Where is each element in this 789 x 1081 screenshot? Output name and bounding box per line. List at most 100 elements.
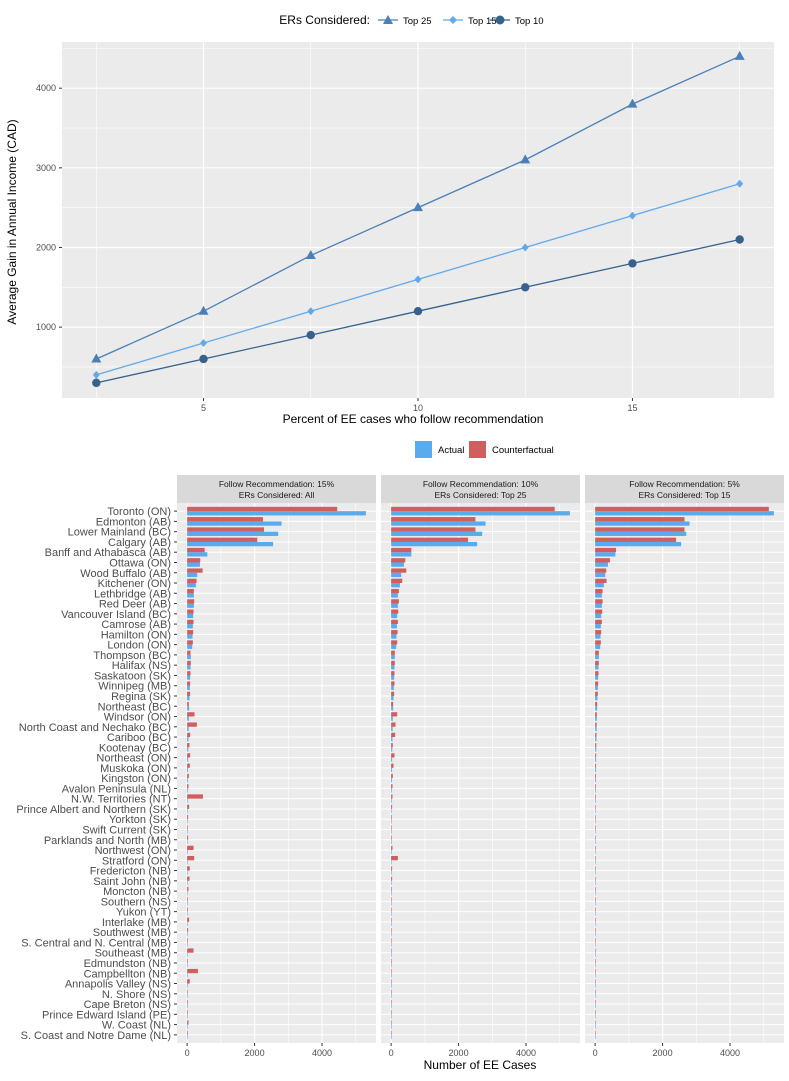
bar-counterfactual (391, 845, 393, 851)
bar-actual (391, 634, 397, 639)
bar-counterfactual (187, 599, 195, 604)
bar-counterfactual (391, 989, 392, 994)
bar-actual (391, 962, 392, 968)
bar-counterfactual (391, 527, 476, 532)
data-point (306, 330, 315, 340)
bar-actual (595, 891, 596, 896)
bar-counterfactual (187, 660, 191, 666)
bar-counterfactual (187, 845, 194, 851)
bar-actual (391, 870, 392, 875)
bar-counterfactual (187, 527, 265, 532)
category-label: Prince Albert and Northern (SK) (16, 804, 171, 816)
bar-counterfactual (187, 588, 194, 594)
bar-x-tick-label: 2000 (653, 1048, 673, 1058)
bar-counterfactual (391, 691, 395, 696)
bar-counterfactual (391, 558, 406, 563)
bar-counterfactual (187, 855, 195, 861)
bar-actual (391, 654, 395, 660)
bar-actual (595, 541, 682, 547)
series-top-15 (92, 179, 744, 379)
facet-strip-1-line2: ERs Considered: All (239, 490, 315, 500)
bar-counterfactual (595, 588, 603, 594)
bar-panel-bg (585, 503, 784, 1043)
bar-actual (595, 511, 774, 516)
bar-counterfactual (391, 897, 392, 902)
bar-counterfactual (187, 835, 189, 840)
category-label: Regina (SK) (111, 691, 171, 703)
bar-counterfactual (595, 681, 599, 686)
bar-x-tick-label: 4000 (312, 1048, 332, 1058)
bar-counterfactual (187, 773, 189, 779)
bar-counterfactual (187, 506, 338, 512)
bar-actual (391, 685, 394, 691)
bar-actual (391, 921, 392, 927)
bar-counterfactual (391, 773, 393, 779)
bar-actual (595, 695, 598, 701)
bar-actual (595, 983, 596, 988)
series-top-25 (91, 50, 745, 363)
bar-actual (187, 778, 188, 783)
bar-counterfactual (391, 722, 396, 727)
bar-actual (187, 562, 200, 567)
bar-actual (187, 973, 188, 978)
bar-counterfactual (187, 732, 191, 738)
bar-actual (187, 932, 188, 937)
legend-key-counterfactual (469, 441, 486, 458)
bar-actual (391, 726, 393, 732)
bar-counterfactual (391, 506, 555, 512)
category-label: Cariboo (BC) (107, 732, 171, 744)
bar-actual (595, 737, 597, 742)
bar-counterfactual (187, 886, 189, 892)
bar-actual (391, 747, 393, 752)
bar-panel-2 (381, 503, 580, 1043)
bar-counterfactual (187, 938, 188, 943)
bar-counterfactual (595, 599, 603, 604)
bar-counterfactual (595, 876, 596, 881)
bar-counterfactual (595, 1030, 596, 1035)
legend-key-top15: Top 15 (443, 16, 497, 27)
category-label: Toronto (ON) (107, 506, 171, 518)
bar-counterfactual (187, 517, 264, 522)
bar-x-tick-label: 0 (185, 1048, 190, 1058)
line-chart: 5 10 15 1000 2000 3000 4000 Percent of EE case… (5, 42, 774, 426)
bar-counterfactual (391, 855, 398, 861)
bar-counterfactual (391, 835, 392, 840)
bar-counterfactual (391, 681, 395, 686)
bar-counterfactual (595, 968, 596, 974)
bar-counterfactual (187, 917, 190, 922)
bar-counterfactual (187, 989, 188, 994)
bar-actual (391, 993, 392, 999)
bar-actual (595, 552, 616, 557)
bar-counterfactual (391, 784, 393, 789)
category-label: Edmonton (AB) (96, 516, 171, 528)
bar-actual (187, 747, 189, 752)
bar-actual (595, 747, 597, 752)
bar-counterfactual (391, 619, 398, 625)
bar-legend: Actual Counterfactual (415, 441, 554, 458)
bar-actual (595, 583, 604, 588)
bar-counterfactual (391, 876, 393, 881)
bar-counterfactual (391, 825, 392, 830)
facet-strip-2-line2: ERs Considered: Top 25 (435, 490, 527, 500)
data-point (736, 179, 744, 188)
bar-actual (595, 706, 598, 711)
bar-actual (187, 685, 190, 691)
bar-counterfactual (391, 609, 399, 614)
category-label: North Coast and Nechako (BC) (19, 722, 171, 734)
bar-actual (187, 603, 194, 608)
bar-counterfactual (187, 948, 194, 953)
category-label: Edmundston (NB) (84, 958, 171, 970)
bar-actual (391, 716, 393, 721)
bar-actual (391, 942, 392, 947)
bar-counterfactual (595, 701, 598, 707)
bar-counterfactual (391, 578, 403, 584)
bar-counterfactual (187, 897, 188, 902)
bar-counterfactual (595, 619, 602, 625)
bar-actual (391, 983, 392, 988)
bar-counterfactual (595, 794, 596, 799)
bar-x-tick-label: 2000 (245, 1048, 265, 1058)
bar-actual (595, 798, 596, 803)
bar-counterfactual (391, 814, 392, 820)
bar-actual (187, 1034, 188, 1040)
data-point (735, 235, 744, 244)
